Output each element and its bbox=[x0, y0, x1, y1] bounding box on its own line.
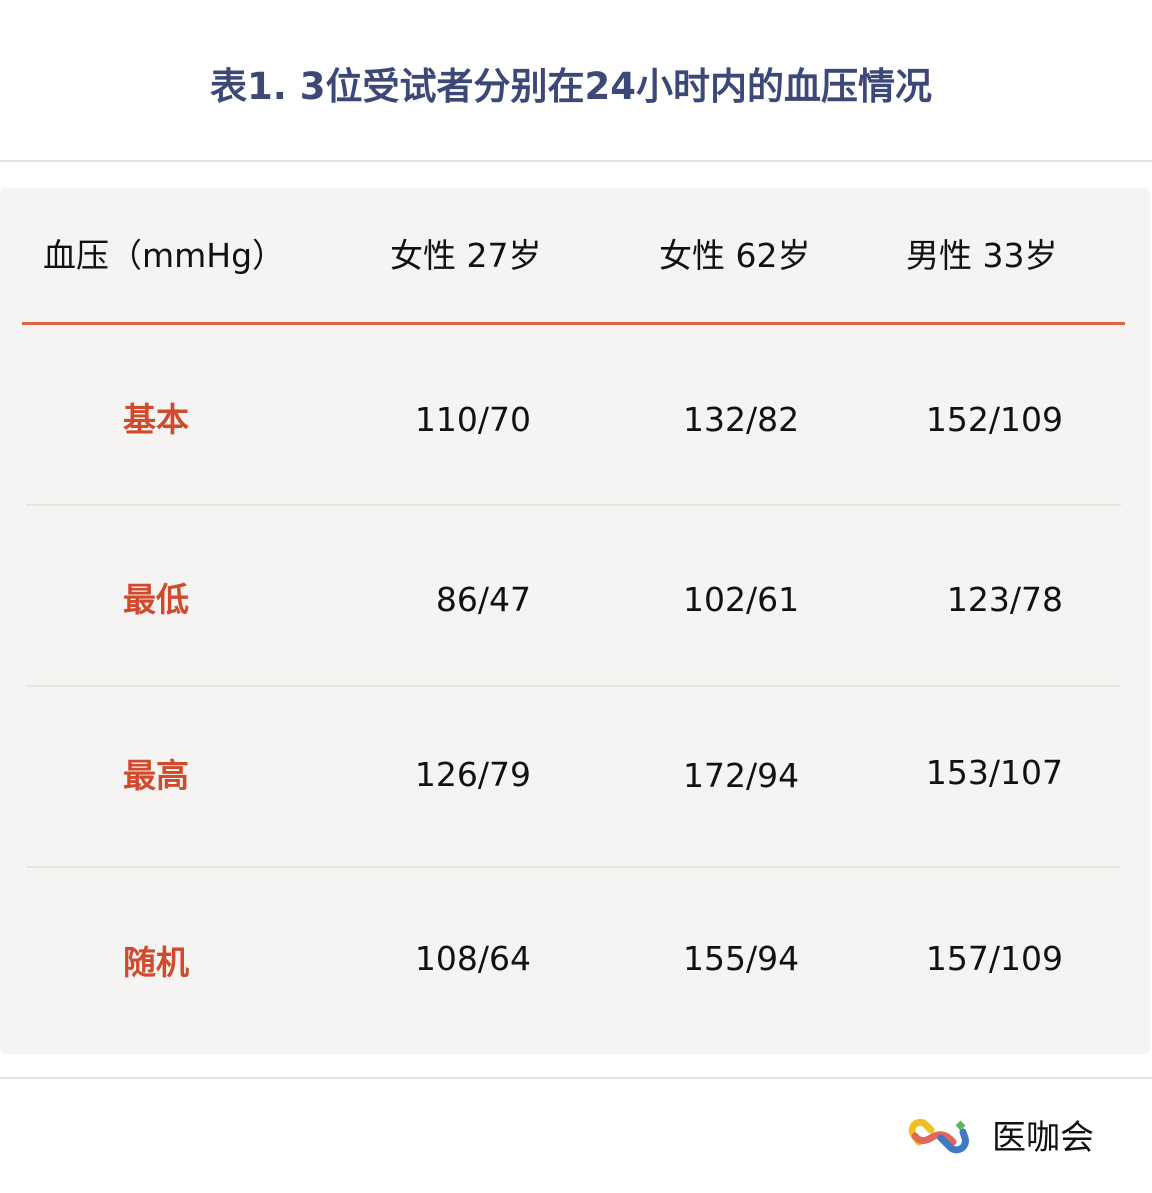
row-label-lowest: 最低 bbox=[123, 580, 189, 619]
blood-pressure-table bbox=[0, 188, 1150, 1054]
table-cell: 102/61 bbox=[683, 580, 800, 619]
infinity-chain-logo-icon bbox=[908, 1118, 969, 1154]
row-label-baseline: 基本 bbox=[123, 400, 189, 439]
table-title: 表1. 3位受试者分别在24小时内的血压情况 bbox=[210, 65, 932, 108]
row-label-highest: 最高 bbox=[123, 756, 189, 795]
table-cell: 155/94 bbox=[683, 939, 800, 978]
table-cell: 153/107 bbox=[925, 753, 1063, 792]
header-female-62: 女性 62岁 bbox=[659, 236, 811, 275]
table-cell: 152/109 bbox=[925, 400, 1063, 439]
table-cell: 172/94 bbox=[683, 756, 800, 795]
header-female-27: 女性 27岁 bbox=[390, 236, 542, 275]
table-cell: 132/82 bbox=[683, 400, 800, 439]
table-cell: 108/64 bbox=[414, 939, 531, 978]
table-cell: 123/78 bbox=[946, 580, 1063, 619]
header-male-33: 男性 33岁 bbox=[906, 236, 1058, 275]
table-cell: 126/79 bbox=[414, 755, 531, 794]
divider-bottom bbox=[0, 1077, 1152, 1079]
divider-top bbox=[0, 160, 1152, 162]
header-blood-pressure: 血压（mmHg） bbox=[43, 236, 286, 275]
header-underline bbox=[22, 322, 1125, 325]
row-divider bbox=[26, 504, 1121, 506]
table-cell: 86/47 bbox=[435, 580, 531, 619]
table-cell: 110/70 bbox=[414, 400, 531, 439]
row-divider bbox=[26, 866, 1121, 868]
table-cell: 157/109 bbox=[925, 939, 1063, 978]
brand-name: 医咖会 bbox=[992, 1118, 1094, 1158]
row-label-random: 随机 bbox=[123, 943, 189, 982]
row-divider bbox=[26, 685, 1121, 687]
